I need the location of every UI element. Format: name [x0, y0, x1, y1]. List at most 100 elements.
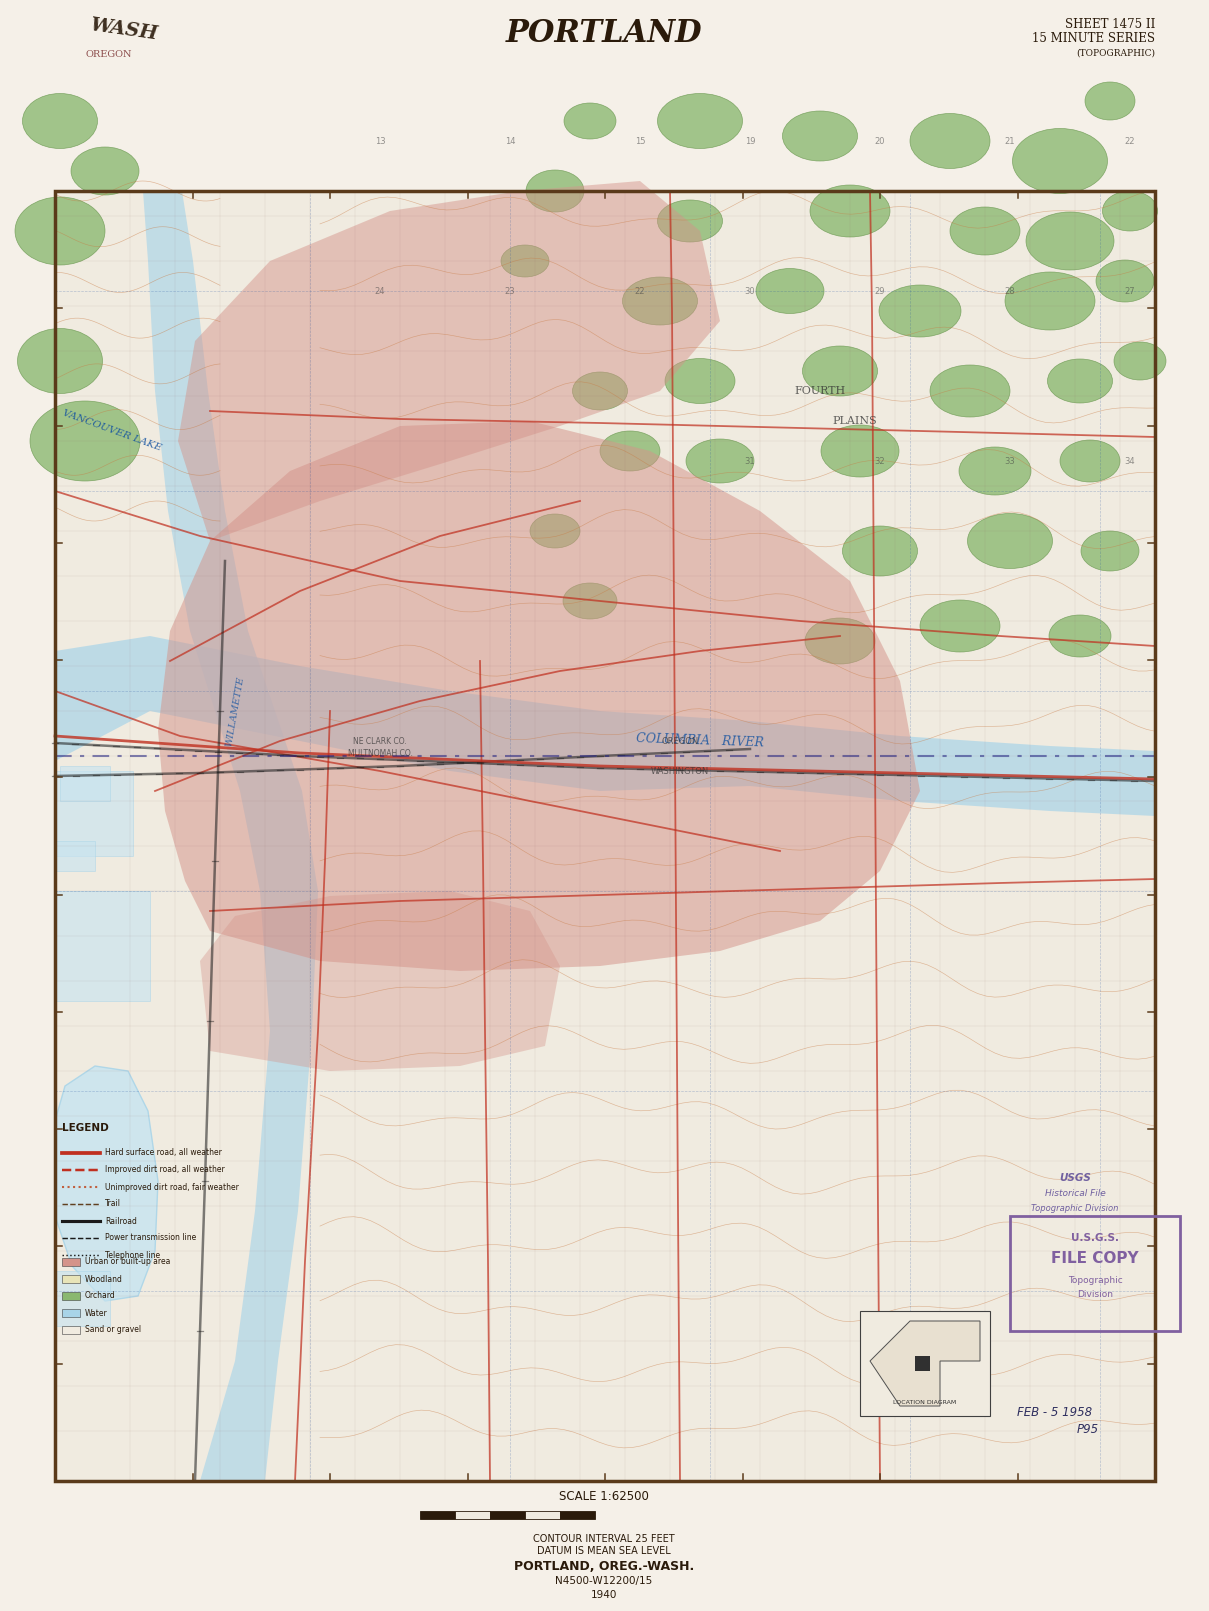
Polygon shape: [199, 891, 560, 1071]
Ellipse shape: [1097, 259, 1155, 301]
Ellipse shape: [879, 285, 961, 337]
Text: Telephone line: Telephone line: [105, 1250, 160, 1260]
Bar: [54, 891, 150, 1000]
Text: USGS: USGS: [1059, 1173, 1091, 1182]
Text: N4500-W12200/15: N4500-W12200/15: [555, 1576, 653, 1585]
Text: 15: 15: [635, 137, 646, 145]
Text: FEB - 5 1958: FEB - 5 1958: [1018, 1406, 1093, 1419]
Polygon shape: [158, 420, 920, 971]
Polygon shape: [143, 192, 318, 1481]
Text: CONTOUR INTERVAL 25 FEET: CONTOUR INTERVAL 25 FEET: [533, 1534, 675, 1543]
Bar: [54, 192, 1155, 1481]
Bar: [60, 765, 110, 801]
Text: 14: 14: [504, 137, 515, 145]
Text: Topographic Division: Topographic Division: [1031, 1203, 1118, 1213]
Text: 32: 32: [874, 456, 885, 466]
Text: PLAINS: PLAINS: [833, 416, 878, 425]
Bar: [54, 772, 133, 855]
Text: WASH: WASH: [88, 16, 158, 43]
Ellipse shape: [803, 346, 878, 396]
Text: 22: 22: [635, 287, 646, 295]
Ellipse shape: [658, 93, 742, 148]
Text: FOURTH: FOURTH: [794, 387, 845, 396]
Bar: [915, 1356, 930, 1371]
Ellipse shape: [821, 425, 899, 477]
Text: Sand or gravel: Sand or gravel: [85, 1326, 141, 1334]
Ellipse shape: [1103, 192, 1157, 230]
Text: Topographic: Topographic: [1068, 1276, 1122, 1286]
Text: Division: Division: [1077, 1290, 1113, 1298]
Ellipse shape: [810, 185, 890, 237]
Text: Trail: Trail: [105, 1200, 121, 1208]
Text: 19: 19: [745, 137, 756, 145]
Bar: [420, 1511, 455, 1519]
Ellipse shape: [1005, 272, 1095, 330]
Ellipse shape: [1047, 359, 1112, 403]
Text: WASHINGTON: WASHINGTON: [650, 767, 710, 775]
Ellipse shape: [71, 147, 139, 195]
Ellipse shape: [843, 527, 918, 577]
Ellipse shape: [623, 277, 698, 325]
Bar: [62, 1310, 80, 1318]
Text: 15 MINUTE SERIES: 15 MINUTE SERIES: [1032, 32, 1155, 45]
Text: DATUM IS MEAN SEA LEVEL: DATUM IS MEAN SEA LEVEL: [537, 1547, 671, 1556]
Ellipse shape: [600, 432, 660, 470]
Bar: [62, 1274, 80, 1282]
Text: 24: 24: [375, 287, 386, 295]
Text: Woodland: Woodland: [85, 1274, 123, 1284]
Bar: [1010, 1216, 1180, 1331]
Ellipse shape: [805, 619, 875, 664]
Text: LEGEND: LEGEND: [62, 1123, 109, 1133]
Ellipse shape: [920, 599, 1000, 652]
Ellipse shape: [950, 206, 1020, 255]
Text: SCALE 1:62500: SCALE 1:62500: [559, 1490, 649, 1503]
Text: Improved dirt road, all weather: Improved dirt road, all weather: [105, 1165, 225, 1174]
Text: 13: 13: [375, 137, 386, 145]
Polygon shape: [178, 180, 721, 541]
Text: Orchard: Orchard: [85, 1292, 116, 1300]
Text: NE CLARK CO.: NE CLARK CO.: [353, 736, 407, 746]
Ellipse shape: [1081, 532, 1139, 570]
Bar: [62, 1258, 80, 1266]
Ellipse shape: [686, 440, 754, 483]
Ellipse shape: [1060, 440, 1120, 482]
Text: Railroad: Railroad: [105, 1216, 137, 1226]
Text: Historical File: Historical File: [1045, 1189, 1105, 1199]
Text: MULTNOMAH CO.: MULTNOMAH CO.: [347, 749, 412, 757]
Text: 34: 34: [1124, 456, 1135, 466]
Text: COLUMBIA   RIVER: COLUMBIA RIVER: [636, 733, 764, 749]
Text: (TOPOGRAPHIC): (TOPOGRAPHIC): [1076, 48, 1155, 58]
Bar: [490, 1511, 525, 1519]
Ellipse shape: [563, 583, 617, 619]
Text: 1940: 1940: [591, 1590, 617, 1600]
Ellipse shape: [1012, 129, 1107, 193]
Ellipse shape: [30, 401, 140, 482]
Ellipse shape: [1113, 342, 1165, 380]
Text: Urban or built-up area: Urban or built-up area: [85, 1258, 170, 1266]
Ellipse shape: [959, 446, 1031, 495]
Bar: [860, 1311, 990, 1416]
Bar: [54, 192, 1155, 1481]
Text: Unimproved dirt road, fair weather: Unimproved dirt road, fair weather: [105, 1182, 239, 1192]
Bar: [560, 1511, 595, 1519]
Bar: [62, 1292, 80, 1300]
Ellipse shape: [930, 366, 1010, 417]
Text: OREGON: OREGON: [85, 50, 132, 60]
Text: 29: 29: [875, 287, 885, 295]
Text: 27: 27: [1124, 287, 1135, 295]
Polygon shape: [54, 636, 1155, 817]
Text: U.S.G.S.: U.S.G.S.: [1071, 1232, 1120, 1244]
Ellipse shape: [15, 197, 105, 264]
Text: 20: 20: [875, 137, 885, 145]
Polygon shape: [54, 1066, 158, 1302]
Text: PORTLAND: PORTLAND: [505, 18, 702, 48]
Ellipse shape: [526, 171, 584, 213]
Polygon shape: [870, 1321, 980, 1406]
Ellipse shape: [910, 113, 990, 169]
Bar: [54, 1271, 110, 1326]
Ellipse shape: [782, 111, 857, 161]
Ellipse shape: [573, 372, 627, 411]
Text: SHEET 1475 II: SHEET 1475 II: [1065, 18, 1155, 31]
Ellipse shape: [501, 245, 549, 277]
Ellipse shape: [530, 514, 580, 548]
